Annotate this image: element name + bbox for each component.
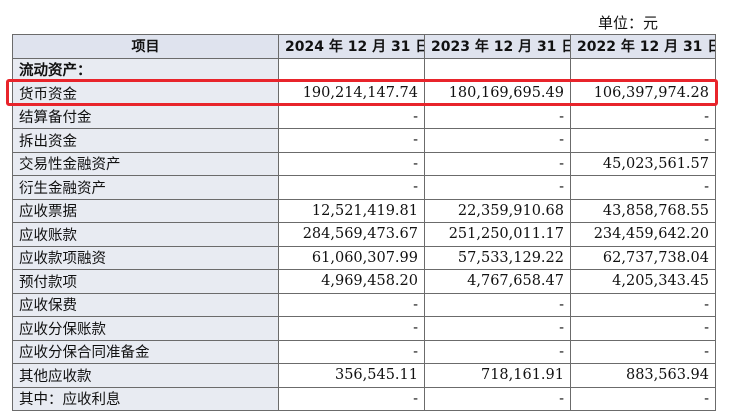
cell-2023: - [424,151,571,176]
cell-2024: - [278,292,425,317]
cell-2022: 106,397,974.28 [570,81,716,106]
cell-2024: 4,969,458.20 [278,269,425,294]
table-header-row: 项目 2024 年 12 月 31 日 2023 年 12 月 31 日 202… [12,34,716,59]
cell-2022: 43,858,768.55 [570,198,716,223]
cell-2023: - [424,316,571,341]
cell-2024: - [278,104,425,129]
cell-2023: - [424,339,571,364]
cell-2024: 190,214,147.74 [278,81,425,106]
balance-sheet-table: 项目 2024 年 12 月 31 日 2023 年 12 月 31 日 202… [12,34,716,411]
cell-2023: 251,250,011.17 [424,222,571,247]
cell-2022: - [570,316,716,341]
cell-2022: 62,737,738.04 [570,245,716,270]
cell-2023: - [424,386,571,411]
cell-2023: - [424,128,571,153]
cell-2022: - [570,104,716,129]
cell-2023: - [424,175,571,200]
cell-2022: - [570,386,716,411]
table-row: 应收账款 284,569,473.67 251,250,011.17 234,4… [12,222,716,247]
table-row: 应收分保账款 - - - [12,316,716,341]
table-row: 应收分保合同准备金 - - - [12,339,716,364]
row-label: 其中：应收利息 [12,386,279,411]
table-row: 应收票据 12,521,419.81 22,359,910.68 43,858,… [12,198,716,223]
row-label: 衍生金融资产 [12,175,279,200]
table-row: 货币资金 190,214,147.74 180,169,695.49 106,3… [12,81,716,106]
cell-2022: - [570,292,716,317]
header-item: 项目 [12,34,279,59]
cell-2023: 22,359,910.68 [424,198,571,223]
section-row-current-assets: 流动资产： [12,57,716,82]
header-2022: 2022 年 12 月 31 日 [570,34,716,59]
cell-2023: 718,161.91 [424,363,571,388]
cell-2024: - [278,128,425,153]
row-label: 应收账款 [12,222,279,247]
unit-label: 单位：元 [598,14,659,32]
cell-2024: - [278,175,425,200]
cell-2024: - [278,316,425,341]
row-label: 预付款项 [12,269,279,294]
cell-2023: 180,169,695.49 [424,81,571,106]
header-2024: 2024 年 12 月 31 日 [278,34,425,59]
table-row: 结算备付金 - - - [12,104,716,129]
cell-2022: - [570,339,716,364]
header-2023: 2023 年 12 月 31 日 [424,34,571,59]
cell-2024: - [278,339,425,364]
row-label: 应收票据 [12,198,279,223]
cell-2023: 57,533,129.22 [424,245,571,270]
table-row: 应收保费 - - - [12,292,716,317]
cell-2024: - [278,386,425,411]
cell-2022: 883,563.94 [570,363,716,388]
cell-2023: - [424,104,571,129]
cell-2022: 4,205,343.45 [570,269,716,294]
table-row: 交易性金融资产 - - 45,023,561.57 [12,151,716,176]
cell-2022: 234,459,642.20 [570,222,716,247]
row-label: 应收款项融资 [12,245,279,270]
cell-2022: - [570,128,716,153]
table-row: 其中：应收利息 - - - [12,386,716,411]
table-row: 其他应收款 356,545.11 718,161.91 883,563.94 [12,363,716,388]
cell-2022: - [570,175,716,200]
row-label: 应收分保账款 [12,316,279,341]
row-label: 应收保费 [12,292,279,317]
row-label: 货币资金 [12,81,279,106]
cell-2024: 12,521,419.81 [278,198,425,223]
row-label: 其他应收款 [12,363,279,388]
cell-2023: - [424,292,571,317]
row-label: 结算备付金 [12,104,279,129]
cell-2022: 45,023,561.57 [570,151,716,176]
cell-2024: 356,545.11 [278,363,425,388]
section-title: 流动资产： [12,57,279,82]
row-label: 应收分保合同准备金 [12,339,279,364]
table-row: 应收款项融资 61,060,307.99 57,533,129.22 62,73… [12,245,716,270]
table-row: 衍生金融资产 - - - [12,175,716,200]
cell-2023: 4,767,658.47 [424,269,571,294]
row-label: 拆出资金 [12,128,279,153]
cell-2024: 284,569,473.67 [278,222,425,247]
cell-2024: 61,060,307.99 [278,245,425,270]
row-label: 交易性金融资产 [12,151,279,176]
table-row: 拆出资金 - - - [12,128,716,153]
cell-2024: - [278,151,425,176]
table-row: 预付款项 4,969,458.20 4,767,658.47 4,205,343… [12,269,716,294]
